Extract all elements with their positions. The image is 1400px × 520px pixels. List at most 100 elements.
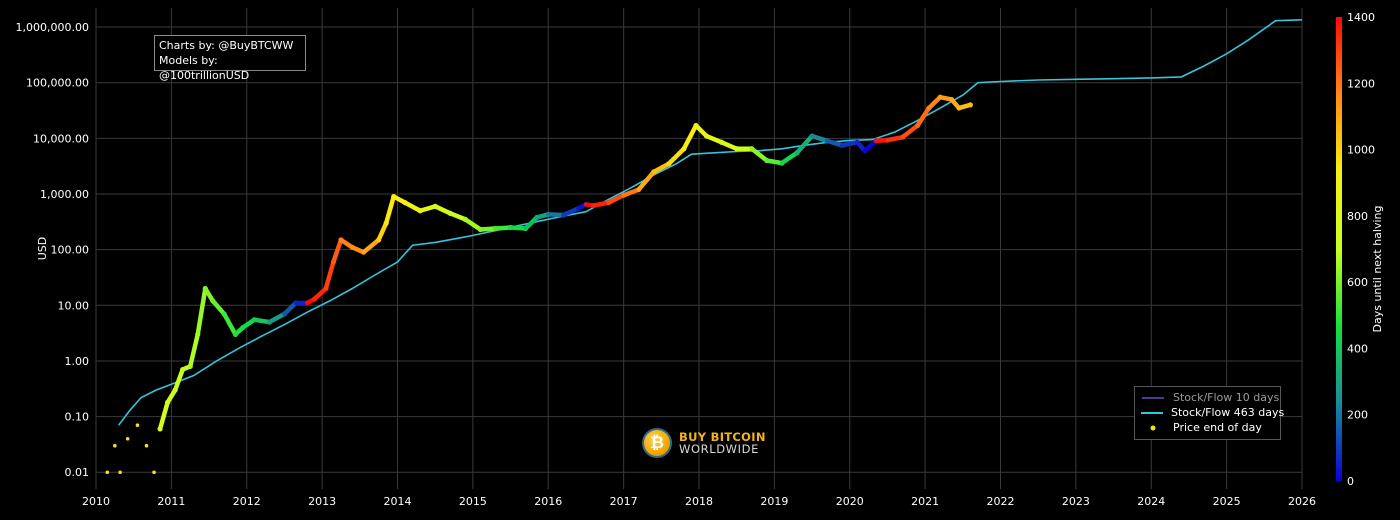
legend-marker-swatch (1141, 424, 1165, 432)
legend-line-swatch (1141, 411, 1163, 415)
price-point (105, 470, 110, 475)
price-segment (282, 300, 298, 317)
price-points (105, 94, 973, 475)
y-tick-label: 10,000.00 (33, 132, 89, 145)
colorbar-title: Days until next halving (1371, 206, 1384, 333)
price-segment (561, 206, 581, 218)
x-tick-label: 2024 (1137, 495, 1165, 508)
x-tick-label: 2021 (911, 495, 939, 508)
price-segment (824, 138, 845, 148)
credits-box: Charts by: @BuyBTCWW Models by: @100tril… (154, 35, 306, 82)
colorbar-tick-label: 1000 (1347, 144, 1375, 157)
colorbar-tick-label: 200 (1347, 409, 1368, 422)
price-segment (749, 146, 770, 163)
y-tick-label: 1.00 (65, 355, 90, 368)
y-tick-label: 100.00 (51, 244, 90, 257)
price-segment (157, 400, 170, 432)
price-point (118, 470, 122, 475)
price-segment (681, 123, 699, 152)
price-segment (463, 217, 483, 232)
price-segment (267, 311, 287, 325)
colorbar-tick-label: 600 (1347, 276, 1368, 289)
axes: 2010 2011 2012 2013 2014 2015 2016 2017 2018 2019… (16, 21, 1316, 508)
colorbar-tick-label: 1200 (1347, 77, 1375, 90)
x-tick-label: 2020 (836, 495, 864, 508)
buy-bitcoin-worldwide-logo: ₿ BUY BITCOIN WORLDWIDE (642, 428, 766, 458)
price-segment (809, 133, 830, 144)
x-tick-label: 2022 (987, 495, 1015, 508)
y-tick-label: 100,000.00 (26, 77, 89, 90)
x-tick-label: 2014 (384, 495, 412, 508)
price-segment (779, 150, 800, 166)
price-segment (417, 204, 438, 214)
colorbar: 0 200 400 600 800 1000 1200 1400 Days until next… (1336, 11, 1384, 488)
x-tick-label: 2016 (534, 495, 562, 508)
price-point (125, 436, 130, 441)
grid (95, 8, 1303, 489)
price-segment (794, 133, 815, 156)
price-segment (361, 237, 381, 255)
price-segment (221, 311, 238, 337)
price-segment (636, 169, 657, 192)
price-segment (523, 215, 540, 231)
price-segment (383, 194, 396, 226)
price-segment (210, 298, 227, 317)
legend-label: Price end of day (1173, 421, 1262, 434)
x-tick-label: 2019 (760, 495, 788, 508)
y-tick-label: 1,000,000.00 (16, 21, 89, 34)
price-segment (926, 94, 943, 111)
legend-item-stock-flow-463[interactable]: Stock/Flow 463 days (1141, 405, 1284, 420)
x-tick-label: 2018 (685, 495, 713, 508)
price-segment (331, 237, 344, 265)
price-segment (432, 204, 453, 216)
x-tick-label: 2011 (157, 495, 185, 508)
legend-label: Stock/Flow 463 days (1171, 406, 1285, 419)
logo-line-2: WORLDWIDE (679, 442, 759, 456)
bitcoin-coin-icon: ₿ (642, 428, 672, 458)
price-point (135, 423, 140, 428)
x-tick-label: 2026 (1288, 495, 1316, 508)
price-segment (651, 161, 672, 175)
colorbar-gradient (1336, 17, 1342, 481)
price-segment (172, 367, 185, 393)
x-tick-label: 2017 (610, 495, 638, 508)
credits-line-2: Models by: @100trillionUSD (159, 54, 250, 82)
price-point (967, 102, 973, 108)
legend-line-swatch (1141, 396, 1165, 400)
price-segment (666, 146, 687, 166)
price-segment (195, 286, 208, 337)
legend-item-stock-flow-10[interactable]: Stock/Flow 10 days (1141, 390, 1280, 405)
price-segment (704, 133, 724, 145)
colorbar-tick-label: 1400 (1347, 11, 1375, 24)
price-segment (187, 332, 201, 369)
price-segment (719, 140, 739, 152)
y-axis-title: USD (36, 237, 49, 261)
price-point (144, 443, 149, 448)
price-point (113, 443, 117, 448)
x-tick-label: 2023 (1062, 495, 1090, 508)
price-segment (323, 259, 336, 291)
price-point (152, 470, 156, 475)
legend[interactable]: Stock/Flow 10 days Stock/Flow 463 days P… (1134, 386, 1284, 440)
price-segment (376, 220, 389, 243)
y-tick-label: 10.00 (58, 299, 90, 312)
price-segment (900, 123, 920, 140)
legend-label: Stock/Flow 10 days (1173, 391, 1280, 404)
price-segment (621, 187, 641, 198)
x-tick-label: 2025 (1213, 495, 1241, 508)
x-tick-label: 2013 (308, 495, 336, 508)
y-tick-label: 0.01 (65, 466, 90, 479)
colorbar-tick-label: 0 (1347, 475, 1354, 488)
y-tick-label: 0.10 (65, 411, 90, 424)
x-tick-label: 2012 (233, 495, 261, 508)
x-tick-label: 2010 (82, 495, 110, 508)
price-segment (448, 211, 468, 222)
colorbar-tick-label: 800 (1347, 210, 1368, 223)
colorbar-tick-label: 400 (1347, 342, 1368, 355)
x-tick-label: 2015 (459, 495, 487, 508)
price-segment (606, 192, 626, 205)
y-tick-label: 1,000.00 (40, 188, 89, 201)
legend-item-price[interactable]: Price end of day (1141, 420, 1280, 435)
